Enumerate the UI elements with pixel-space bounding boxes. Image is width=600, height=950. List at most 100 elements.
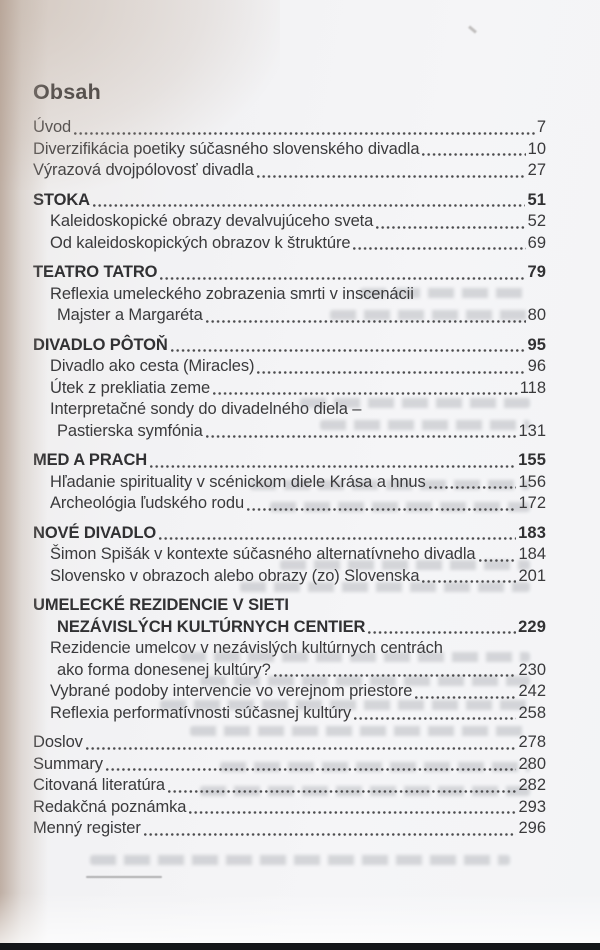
- showthrough-line: [160, 700, 530, 710]
- toc-entry-page-number: 156: [518, 472, 546, 491]
- toc-entry-page-number: 27: [527, 161, 546, 179]
- toc-entry-page-number: 118: [519, 378, 546, 397]
- toc-entry: Reflexia umeleckého zobrazenia smrti v i…: [33, 284, 546, 306]
- scanner-edge-bar: [0, 943, 600, 950]
- dot-leader: [247, 507, 517, 511]
- toc-entry: Reflexia performatívnosti súčasnej kultú…: [33, 703, 546, 725]
- showthrough-line: [190, 726, 530, 736]
- toc-entry-label: Útek z prekliatia zeme: [50, 378, 211, 397]
- toc-entry-label: ako forma donesenej kultúry?: [57, 660, 271, 679]
- toc-entry-label: NEZÁVISLÝCH KULTÚRNYCH CENTIER: [57, 617, 366, 636]
- showthrough-line: [280, 560, 530, 570]
- toc-entry-page-number: 51: [527, 190, 546, 209]
- toc-entry-page-number: 296: [518, 819, 546, 837]
- toc-entry-page-number: 282: [518, 776, 546, 794]
- dot-leader: [92, 204, 526, 207]
- spine-shadow: [0, 0, 48, 943]
- toc-entry: Pastierska symfónia 131: [33, 421, 546, 443]
- dot-leader: [170, 349, 526, 352]
- toc-entry: UMELECKÉ REZIDENCIE V SIETI: [33, 595, 546, 617]
- toc-list: Úvod 7 Diverzifikácia poetiky súčasného …: [33, 117, 546, 840]
- dot-leader: [257, 370, 526, 374]
- showthrough-line: [330, 310, 530, 320]
- toc-entry-page-number: 95: [527, 335, 546, 354]
- dot-leader: [159, 537, 517, 540]
- showthrough-line: [300, 398, 530, 408]
- dot-leader: [105, 768, 517, 771]
- toc-entry: Majster a Margaréta 80: [33, 305, 546, 327]
- toc-entry-label: Archeológia ľudského rodu: [50, 494, 245, 512]
- page-bottom-edge: [0, 893, 600, 943]
- scan-dash-artifact: [86, 876, 162, 878]
- dot-leader: [422, 580, 517, 583]
- showthrough-line: [250, 480, 530, 490]
- toc-entry-page-number: 80: [527, 306, 546, 324]
- toc-entry-page-number: 7: [536, 118, 546, 136]
- dot-leader: [205, 435, 517, 438]
- dot-leader: [422, 153, 526, 156]
- toc-entry-page-number: 79: [527, 263, 546, 281]
- toc-entry-label: Slovensko v obrazoch alebo obrazy (zo) S…: [50, 566, 420, 585]
- toc-entry-label: Redakčná poznámka: [33, 797, 187, 816]
- toc-entry-page-number: 230: [518, 660, 546, 679]
- showthrough-line: [90, 855, 510, 865]
- toc-entry: DIVADLO PÔTOŇ 95: [33, 335, 546, 357]
- showthrough-line: [320, 420, 530, 430]
- toc-entry-label: NOVÉ DIVADLO: [33, 523, 157, 542]
- dot-leader: [143, 832, 517, 836]
- dot-leader: [353, 247, 526, 250]
- toc-entry-page-number: 155: [518, 451, 546, 469]
- toc-entry: Citovaná literatúra 282: [33, 775, 546, 797]
- dot-leader: [205, 319, 526, 323]
- showthrough-line: [360, 288, 530, 298]
- toc-entry: Útek z prekliatia zeme 118: [33, 378, 546, 400]
- toc-entry: Doslov 278: [33, 732, 546, 754]
- toc-entry-page-number: 52: [527, 212, 546, 230]
- toc-entry-label: Menný register: [33, 819, 141, 837]
- toc-entry-page-number: 96: [527, 357, 546, 375]
- toc-entry: Interpretačné sondy do divadelného diela…: [33, 399, 546, 421]
- toc-entry-label: Summary: [33, 754, 103, 773]
- dot-leader: [368, 631, 517, 634]
- toc-entry-label: Majster a Margaréta: [57, 306, 203, 324]
- toc-entry-label: Pastierska symfónia: [57, 421, 203, 440]
- showthrough-line: [200, 676, 530, 686]
- toc-entry: MED A PRACH 155: [33, 450, 546, 472]
- toc-entry: Redakčná poznámka 293: [33, 797, 546, 819]
- toc-entry-label: Divadlo ako cesta (Miracles): [50, 357, 255, 375]
- dot-leader: [273, 674, 517, 677]
- toc-entry-page-number: 258: [518, 703, 546, 722]
- dot-leader: [189, 811, 517, 814]
- toc-entry-label: Rezidencie umelcov v nezávislých kultúrn…: [50, 639, 443, 657]
- toc-entry: Slovensko v obrazoch alebo obrazy (zo) S…: [33, 566, 546, 588]
- toc-entry-label: Hľadanie spirituality v scénickom diele …: [50, 472, 426, 491]
- toc-entry-page-number: 280: [518, 754, 546, 773]
- dot-leader: [168, 789, 517, 793]
- toc-entry-page-number: 10: [527, 139, 546, 158]
- toc-entry-label: Reflexia performatívnosti súčasnej kultú…: [50, 703, 352, 722]
- showthrough-line: [220, 762, 530, 772]
- toc-entry-page-number: 172: [518, 494, 546, 512]
- toc-entry: Rezidencie umelcov v nezávislých kultúrn…: [33, 638, 546, 660]
- toc-entry-page-number: 242: [518, 682, 546, 700]
- dot-leader: [74, 131, 535, 135]
- toc-entry-page-number: 229: [518, 617, 546, 636]
- toc-entry-page-number: 69: [527, 233, 546, 252]
- toc-entry: STOKA 51: [33, 190, 546, 212]
- toc-entry-label: Reflexia umeleckého zobrazenia smrti v i…: [50, 284, 414, 303]
- dot-leader: [213, 392, 518, 395]
- toc-entry: Od kaleidoskopických obrazov k štruktúre…: [33, 233, 546, 255]
- toc-entry: Vybrané podoby intervencie vo verejnom p…: [33, 681, 546, 703]
- dot-leader: [85, 746, 517, 750]
- toc-entry-label: DIVADLO PÔTOŇ: [33, 335, 168, 354]
- toc-entry: Menný register 296: [33, 818, 546, 840]
- toc-entry-label: Interpretačné sondy do divadelného diela…: [50, 400, 362, 418]
- scan-speck-artifact: [468, 25, 477, 34]
- toc-entry-label: Šimon Spišák v kontexte súčasného altern…: [50, 545, 476, 563]
- toc-entry-label: TEATRO TATRO: [33, 263, 158, 281]
- toc-entry-label: MED A PRACH: [33, 451, 148, 469]
- toc-entry-page-number: 184: [518, 545, 546, 563]
- dot-leader: [376, 225, 526, 229]
- toc-entry-label: Vybrané podoby intervencie vo verejnom p…: [50, 682, 413, 700]
